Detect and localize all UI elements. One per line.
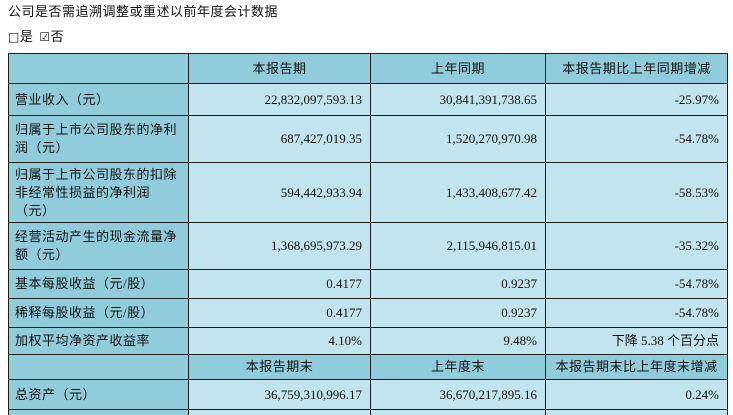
row-weighted-roe: 加权平均净资产收益率 4.10% 9.48% 下降 5.38 个百分点 xyxy=(8,327,728,355)
current-period-cell: 17,113,270,342.68 xyxy=(188,409,371,415)
prior-period-cell: 30,841,391,738.65 xyxy=(370,83,546,116)
row-label-cell: 稀释每股收益（元/股） xyxy=(8,298,189,328)
row-label-cell: 归属于上市公司股东的净资 产（元） xyxy=(8,409,189,415)
row-diluted-eps: 稀释每股收益（元/股） 0.4177 0.9237 -54.78% xyxy=(8,298,728,328)
row-label-cell: 总资产（元） xyxy=(8,379,189,410)
restatement-question-text: 公司是否需追溯调整或重述以前年度会计数据 xyxy=(8,4,279,19)
change-cell: 下降 5.38 个百分点 xyxy=(545,327,728,355)
option-yes-label: 是 xyxy=(19,29,34,44)
row-net-profit: 归属于上市公司股东的净利 润（元） 687,427,019.35 1,520,2… xyxy=(8,115,728,163)
prior-period-cell: 2,115,946,815.01 xyxy=(370,222,546,270)
current-period-cell: 1,368,695,973.29 xyxy=(188,222,371,270)
row-label-cell: 归属于上市公司股东的扣除 非经常性损益的净利润 （元） xyxy=(8,162,189,223)
prior-period-cell: 36,670,217,895.16 xyxy=(370,379,546,410)
prior-period-cell: 0.9237 xyxy=(370,298,546,328)
current-period-cell: 687,427,019.35 xyxy=(188,115,371,163)
row-net-assets: 归属于上市公司股东的净资 产（元） 17,113,270,342.68 16,3… xyxy=(8,409,728,415)
row-label-cell: 加权平均净资产收益率 xyxy=(8,327,189,355)
change-cell: -54.78% xyxy=(545,298,728,328)
option-no-label: 否 xyxy=(50,29,65,44)
current-period-header: 本报告期 xyxy=(188,53,371,84)
change-cell: 4.42% xyxy=(545,409,728,415)
current-period-cell: 0.4177 xyxy=(188,298,371,328)
prior-period-cell: 16,389,601,238.68 xyxy=(370,409,546,415)
current-period-cell: 0.4177 xyxy=(188,269,371,299)
yearend-change-header: 本报告期末比上年度末增减 xyxy=(545,354,728,380)
row-total-assets: 总资产（元） 36,759,310,996.17 36,670,217,895.… xyxy=(8,379,728,410)
prior-period-cell: 0.9237 xyxy=(370,269,546,299)
checkbox-unchecked-icon: □ xyxy=(8,30,20,44)
change-cell: -35.32% xyxy=(545,222,728,270)
prior-period-cell: 1,520,270,970.98 xyxy=(370,115,546,163)
corner-cell xyxy=(8,354,189,380)
row-operating-revenue: 营业收入（元） 22,832,097,593.13 30,841,391,738… xyxy=(8,83,728,116)
prior-period-cell: 1,433,408,677.42 xyxy=(370,162,546,223)
financial-summary-table: 本报告期 上年同期 本报告期比上年同期增减 营业收入（元） 22,832,097… xyxy=(8,53,728,415)
corner-cell xyxy=(8,53,189,84)
current-period-cell: 36,759,310,996.17 xyxy=(188,379,371,410)
current-period-cell: 22,832,097,593.13 xyxy=(188,83,371,116)
change-cell: -54.78% xyxy=(545,115,728,163)
row-operating-cash-flow: 经营活动产生的现金流量净 额（元） 1,368,695,973.29 2,115… xyxy=(8,222,728,270)
restatement-options: □是 ☑否 xyxy=(8,28,733,46)
prior-period-header: 上年同期 xyxy=(370,53,546,84)
prior-yearend-header: 上年度末 xyxy=(370,354,546,380)
checkbox-checked-icon: ☑ xyxy=(39,30,51,44)
change-cell: 0.24% xyxy=(545,379,728,410)
period-change-header: 本报告期比上年同期增减 xyxy=(545,53,728,84)
row-net-profit-excl-nonrecurring: 归属于上市公司股东的扣除 非经常性损益的净利润 （元） 594,442,933.… xyxy=(8,162,728,223)
row-label-cell: 归属于上市公司股东的净利 润（元） xyxy=(8,115,189,163)
row-label-cell: 经营活动产生的现金流量净 额（元） xyxy=(8,222,189,270)
change-cell: -25.97% xyxy=(545,83,728,116)
period-header-row: 本报告期 上年同期 本报告期比上年同期增减 xyxy=(8,53,728,84)
row-label-cell: 营业收入（元） xyxy=(8,83,189,116)
current-period-cell: 594,442,933.94 xyxy=(188,162,371,223)
current-period-cell: 4.10% xyxy=(188,327,371,355)
row-label-cell: 基本每股收益（元/股） xyxy=(8,269,189,299)
row-basic-eps: 基本每股收益（元/股） 0.4177 0.9237 -54.78% xyxy=(8,269,728,299)
yearend-header-row: 本报告期末 上年度末 本报告期末比上年度末增减 xyxy=(8,354,728,380)
change-cell: -54.78% xyxy=(545,269,728,299)
change-cell: -58.53% xyxy=(545,162,728,223)
prior-period-cell: 9.48% xyxy=(370,327,546,355)
period-end-header: 本报告期末 xyxy=(188,354,371,380)
